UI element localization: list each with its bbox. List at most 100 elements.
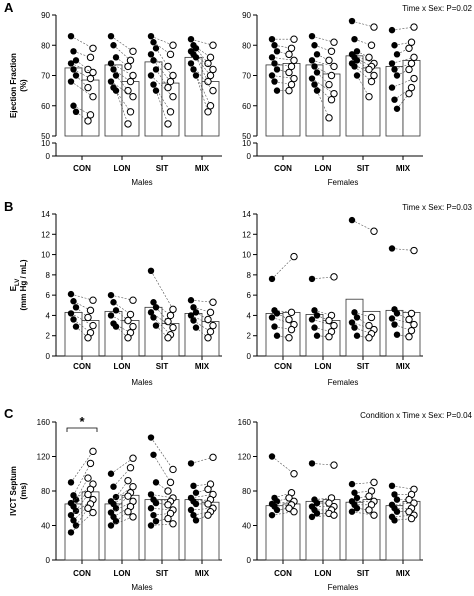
category-lon: LON	[104, 454, 140, 578]
point-pre	[147, 491, 155, 498]
bar-pre	[104, 310, 123, 357]
point-pre	[72, 72, 80, 79]
category-mix: MIX	[385, 245, 421, 371]
pair-line	[115, 326, 129, 338]
y-tick-label: 6	[46, 291, 51, 300]
point-post	[285, 504, 293, 512]
y-tick-label: 40	[242, 522, 251, 531]
point-pre	[268, 36, 276, 43]
point-post	[325, 499, 333, 507]
point-post	[204, 108, 212, 116]
point-post	[166, 77, 175, 86]
point-pre	[348, 319, 356, 326]
point-pre	[311, 307, 318, 314]
point-post	[407, 514, 416, 523]
point-pre	[150, 511, 157, 519]
y-tick-label: 14	[242, 210, 251, 219]
point-post	[287, 80, 296, 89]
point-pre	[391, 517, 398, 524]
point-pre	[391, 66, 398, 73]
point-post	[89, 44, 97, 52]
point-pre	[388, 482, 396, 490]
pair-line	[153, 454, 171, 483]
point-post	[129, 322, 137, 331]
pair-line	[356, 60, 370, 70]
y-tick-label: 4	[247, 311, 252, 320]
point-pre	[110, 42, 117, 49]
point-pre	[112, 72, 120, 79]
point-pre	[112, 87, 120, 94]
stat-annotation: Time x Sex: P=0.02	[402, 4, 472, 13]
point-post	[405, 508, 413, 516]
point-pre	[271, 78, 278, 85]
point-post	[290, 470, 298, 478]
pair-line	[314, 84, 332, 100]
y-tick-label: 120	[37, 453, 51, 462]
point-post	[285, 334, 293, 342]
point-pre	[147, 32, 155, 40]
point-post	[84, 83, 92, 92]
pair-line	[271, 511, 295, 516]
y-tick-label: 12	[41, 230, 50, 239]
point-post	[84, 474, 92, 482]
category-sit: SIT	[345, 216, 381, 371]
point-pre	[67, 310, 75, 317]
x-tick-label: MIX	[195, 569, 210, 578]
point-post	[124, 86, 132, 95]
y-tick-label: 80	[242, 487, 251, 496]
category-lon: LON	[104, 32, 140, 173]
point-post	[124, 334, 132, 342]
point-pre	[70, 66, 77, 73]
point-pre	[273, 506, 281, 514]
point-post	[164, 501, 172, 509]
pair-line	[110, 486, 134, 502]
category-con: CON	[265, 453, 301, 578]
point-post	[287, 325, 296, 334]
category-sit: SIT	[144, 32, 180, 173]
point-post	[164, 120, 172, 128]
point-post	[86, 306, 95, 315]
point-pre	[271, 323, 278, 330]
point-pre	[107, 60, 115, 67]
pair-line	[75, 111, 89, 122]
point-post	[204, 59, 212, 68]
point-post	[285, 50, 293, 59]
point-pre	[348, 17, 356, 25]
point-post	[126, 108, 135, 116]
point-pre	[351, 63, 358, 70]
point-pre	[190, 66, 197, 73]
pair-line	[190, 38, 214, 46]
point-pre	[311, 324, 318, 331]
x-tick-label: SIT	[357, 164, 370, 173]
point-pre	[192, 45, 200, 52]
point-post	[206, 327, 215, 336]
y-tick-label: 160	[238, 418, 252, 427]
point-post	[410, 74, 418, 83]
pair-line	[110, 294, 134, 301]
point-post	[327, 96, 336, 104]
point-pre	[311, 63, 318, 70]
point-post	[166, 50, 175, 59]
point-post	[164, 334, 172, 342]
point-post	[204, 334, 212, 342]
x-tick-label: CON	[73, 164, 91, 173]
point-pre	[393, 105, 401, 112]
pair-line	[150, 494, 174, 499]
point-post	[126, 77, 135, 86]
y-axis-title-main: E	[9, 285, 18, 291]
point-post	[204, 500, 212, 508]
x-tick-label: SIT	[156, 164, 169, 173]
point-pre	[353, 48, 361, 55]
point-post	[325, 114, 333, 122]
point-pre	[192, 309, 200, 316]
category-sit: SIT	[345, 17, 381, 173]
x-tick-label: LON	[315, 164, 332, 173]
point-post	[166, 311, 175, 320]
point-post	[206, 102, 215, 110]
point-post	[164, 317, 172, 326]
category-con: CON	[64, 290, 100, 371]
point-post	[325, 316, 333, 325]
pair-line	[153, 317, 171, 335]
panel-letter: C	[4, 406, 14, 421]
